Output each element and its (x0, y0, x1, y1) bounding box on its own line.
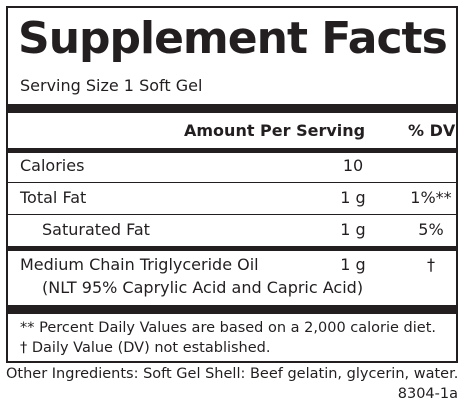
row-calories-amount: 10 (342, 156, 364, 175)
row-mct-oil-subname: (NLT 95% Caprylic Acid and Capric Acid) (42, 278, 364, 297)
other-ingredients: Other Ingredients: Soft Gel Shell: Beef … (6, 366, 459, 382)
row-mct-oil-name: Medium Chain Triglyceride Oil (20, 255, 259, 274)
row-calories-name: Calories (20, 156, 85, 175)
dv-header: % DV (408, 121, 456, 140)
footnote-percent-dv: ** Percent Daily Values are based on a 2… (20, 320, 437, 336)
panel-title: Supplement Facts (18, 13, 448, 64)
row-divider (8, 214, 456, 215)
row-saturated-fat-amount: 1 g (340, 220, 366, 239)
row-mct-oil-amount: 1 g (340, 255, 366, 274)
supplement-facts-panel: Supplement Facts Serving Size 1 Soft Gel… (6, 6, 458, 363)
row-total-fat-name: Total Fat (20, 188, 87, 207)
thick-divider (8, 104, 456, 113)
header-divider (8, 148, 456, 153)
serving-size: Serving Size 1 Soft Gel (20, 76, 203, 95)
row-total-fat-amount: 1 g (340, 188, 366, 207)
row-saturated-fat-name: Saturated Fat (42, 220, 150, 239)
section-divider (8, 246, 456, 251)
row-total-fat-dv: 1%** (410, 188, 452, 207)
thick-divider (8, 305, 456, 314)
amount-per-serving-header: Amount Per Serving (184, 121, 366, 140)
row-saturated-fat-dv: 5% (418, 220, 444, 239)
row-mct-oil-dv: † (427, 255, 435, 274)
footnote-dv-not-established: † Daily Value (DV) not established. (20, 340, 271, 356)
row-divider (8, 182, 456, 183)
product-code: 8304-1a (397, 386, 458, 402)
